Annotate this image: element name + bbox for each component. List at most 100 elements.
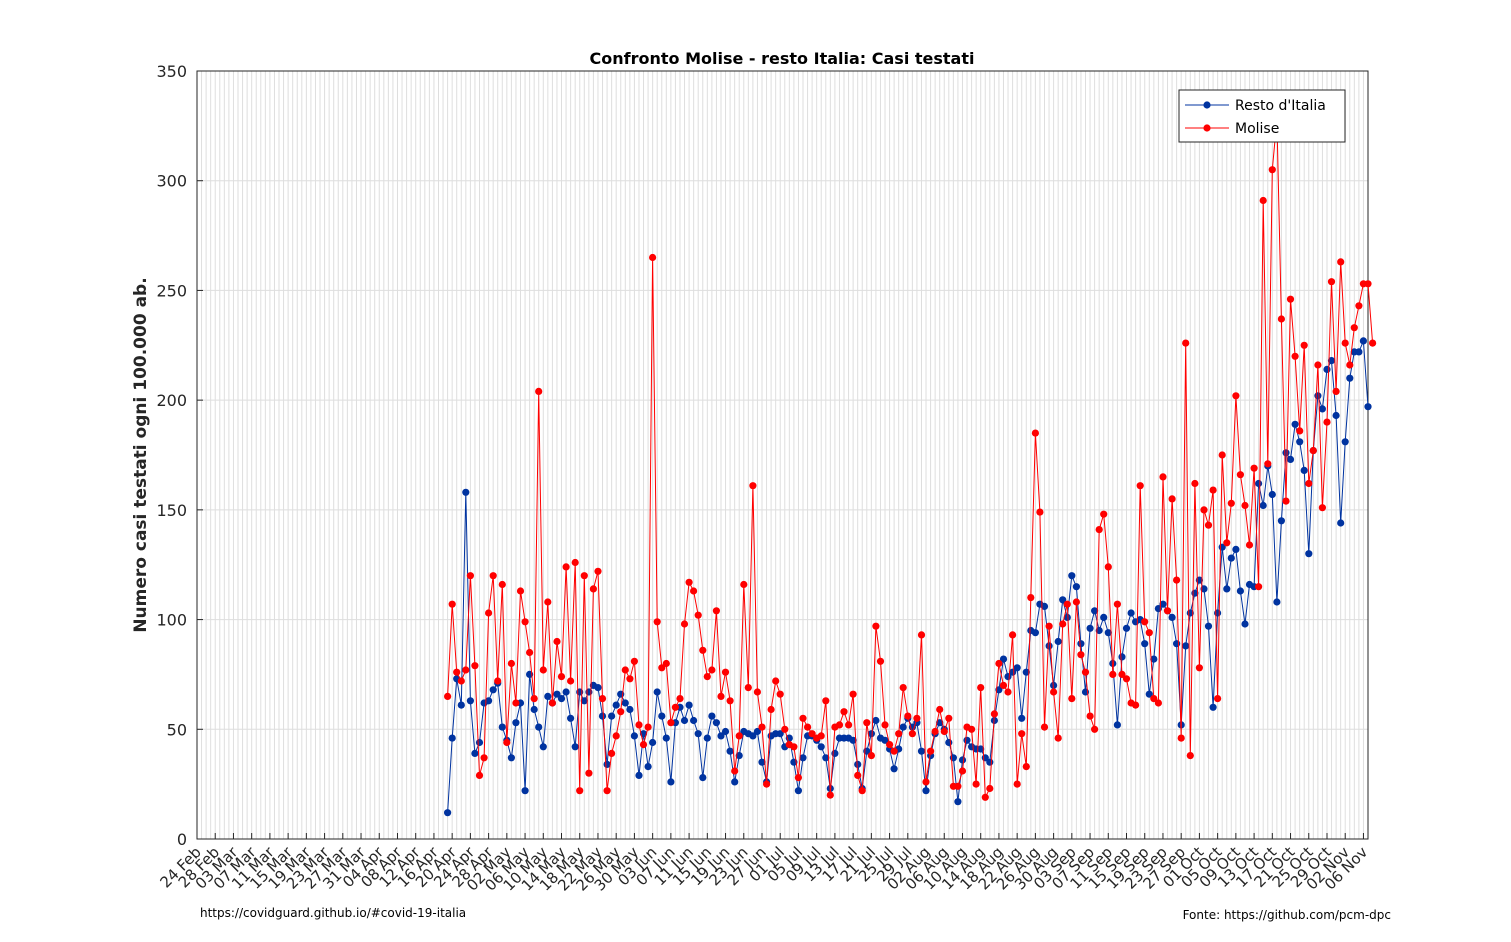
data-point [1282, 497, 1290, 505]
data-point [1209, 703, 1217, 711]
data-point [1063, 613, 1071, 622]
data-point [608, 749, 616, 758]
data-point [553, 637, 561, 646]
data-point [1132, 701, 1140, 709]
data-point [1309, 447, 1317, 455]
data-point [872, 622, 880, 630]
data-point [1291, 352, 1299, 360]
data-point [512, 719, 520, 727]
data-point [1122, 624, 1131, 632]
chart-title: Confronto Molise - resto Italia: Casi te… [590, 49, 975, 68]
data-point [822, 754, 830, 762]
data-point [1122, 675, 1131, 683]
data-point [840, 708, 848, 716]
data-point [1323, 418, 1331, 426]
data-point [1163, 607, 1172, 615]
y-tick-label: 250 [156, 281, 187, 300]
data-point [1327, 357, 1336, 365]
data-point [594, 684, 602, 692]
data-point [763, 780, 771, 788]
data-point [626, 705, 634, 714]
data-point [649, 738, 657, 747]
data-point [817, 743, 825, 751]
data-point [1004, 688, 1012, 696]
data-point [776, 730, 784, 738]
data-point [1296, 438, 1304, 446]
data-point [1091, 607, 1099, 615]
data-point [694, 730, 702, 738]
data-point [936, 705, 944, 714]
data-point [544, 598, 552, 606]
data-point [530, 695, 538, 703]
y-tick-label: 200 [156, 391, 187, 410]
data-point [1227, 499, 1235, 507]
data-point [822, 697, 830, 705]
data-point [731, 778, 739, 786]
data-point [876, 657, 885, 665]
data-point [831, 749, 839, 758]
data-point [516, 587, 525, 595]
data-point [854, 771, 862, 780]
data-point [494, 677, 502, 685]
data-point [475, 738, 484, 747]
data-point [498, 723, 506, 731]
data-point [881, 721, 889, 729]
data-point [667, 719, 675, 727]
data-point [731, 767, 739, 775]
data-point [726, 747, 734, 755]
data-point [1355, 302, 1363, 310]
data-point [740, 580, 748, 589]
data-point [680, 716, 689, 725]
data-point [1113, 600, 1121, 608]
data-point [639, 741, 648, 749]
data-point [548, 699, 557, 707]
data-point [1150, 655, 1158, 663]
data-point [1009, 668, 1017, 676]
data-point [726, 697, 734, 705]
data-point [1091, 725, 1099, 733]
data-point [1341, 438, 1349, 446]
data-point [1063, 600, 1071, 608]
data-point [594, 567, 602, 575]
data-point [986, 784, 994, 793]
data-point [1318, 504, 1326, 512]
data-point [1086, 624, 1094, 632]
legend-entry: Resto d'Italia [1235, 98, 1326, 114]
data-point [475, 771, 484, 780]
data-point [1177, 734, 1185, 742]
data-point [521, 618, 529, 626]
data-point [526, 648, 534, 657]
data-point [1232, 545, 1240, 554]
data-point [1054, 734, 1062, 742]
data-point [544, 692, 552, 701]
data-point [835, 721, 844, 729]
data-point [826, 791, 834, 799]
data-point [562, 563, 570, 571]
data-point [753, 727, 762, 736]
data-point [1314, 361, 1322, 369]
data-point [1054, 637, 1062, 646]
data-point [753, 688, 762, 696]
data-point [867, 730, 876, 738]
data-point [977, 684, 985, 692]
series-line [447, 119, 1374, 800]
data-point [1332, 411, 1340, 420]
data-point [480, 754, 488, 762]
data-point [457, 701, 465, 709]
data-point [539, 743, 547, 751]
data-point [1195, 664, 1203, 672]
data-point [462, 488, 470, 496]
data-point [1223, 539, 1231, 547]
data-point [703, 673, 711, 681]
data-point [794, 787, 803, 795]
data-point [1314, 392, 1322, 400]
data-point [863, 719, 871, 727]
data-point [845, 721, 853, 729]
data-point [571, 743, 579, 751]
data-point [799, 714, 807, 722]
data-point [1286, 455, 1295, 463]
data-point [972, 780, 980, 788]
data-point [817, 732, 825, 740]
data-point [899, 723, 907, 731]
